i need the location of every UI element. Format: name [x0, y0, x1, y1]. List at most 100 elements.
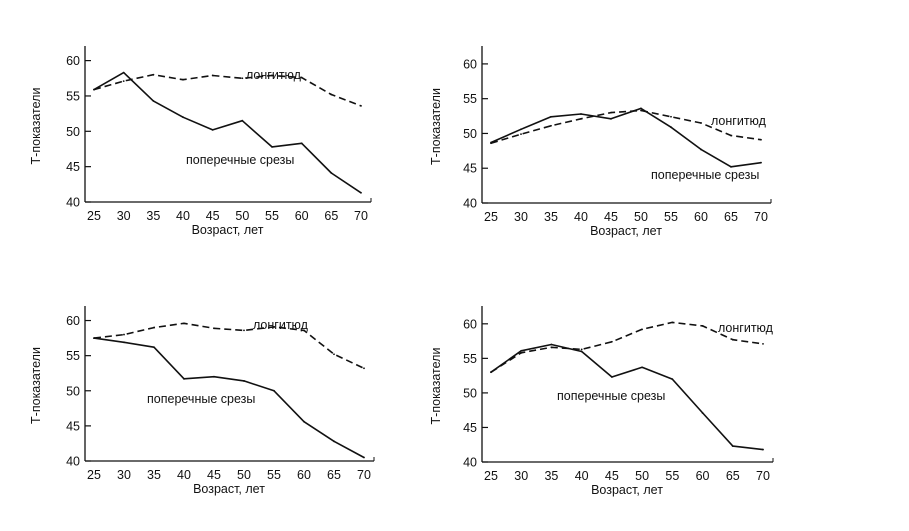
data-point: [520, 128, 522, 131]
data-point: [271, 145, 273, 148]
x-tick-label: 60: [694, 210, 708, 224]
y-tick-label: 45: [66, 419, 80, 433]
data-point: [183, 377, 185, 380]
data-point: [550, 124, 552, 127]
data-point: [671, 321, 674, 324]
y-tick-label: 45: [463, 162, 477, 176]
data-point: [580, 113, 582, 115]
data-point: [122, 71, 125, 74]
data-point: [610, 117, 612, 120]
data-point: [610, 340, 613, 343]
y-tick-label: 45: [66, 160, 80, 174]
y-tick-label: 50: [66, 125, 80, 139]
data-point: [93, 88, 95, 91]
data-point: [760, 161, 762, 164]
data-point: [670, 126, 672, 129]
x-axis-label: Возраст, лет: [193, 482, 265, 496]
data-point: [580, 348, 583, 351]
x-tick-label: 45: [206, 209, 220, 223]
series-label: лонгитюд: [246, 68, 302, 82]
data-point: [330, 93, 333, 96]
data-point: [731, 338, 734, 341]
x-tick-label: 40: [176, 209, 190, 223]
y-tick-label: 50: [463, 386, 477, 400]
data-point: [153, 326, 155, 329]
data-point: [700, 122, 702, 124]
y-tick-label: 40: [463, 456, 477, 470]
series-line-cross-sectional: [490, 107, 762, 168]
data-point: [213, 375, 215, 378]
x-tick-label: 35: [544, 469, 558, 483]
x-tick-label: 25: [484, 469, 498, 483]
data-point: [273, 325, 275, 328]
x-tick-label: 45: [207, 468, 221, 482]
chart-panel-2: 40 45 50 55 60 25 30 35 40 45 50 55 60 65 70 Возраст, л…: [429, 46, 772, 238]
data-point: [123, 341, 125, 344]
series-label: лонгитюд: [711, 114, 767, 128]
y-tick-label: 55: [66, 349, 80, 363]
x-tick-label: 30: [117, 468, 131, 482]
data-point: [93, 337, 95, 339]
data-point: [700, 148, 702, 151]
data-point: [760, 138, 762, 141]
data-point: [300, 76, 303, 79]
x-tick-label: 40: [574, 210, 588, 224]
x-tick-label: 55: [265, 209, 279, 223]
y-axis-label: Т-показатели: [429, 348, 443, 425]
data-point: [243, 380, 245, 382]
series-label: лонгитюд: [253, 318, 309, 332]
data-point: [762, 342, 764, 345]
data-point: [271, 74, 273, 77]
x-tick-label: 30: [117, 209, 131, 223]
data-point: [183, 322, 185, 325]
data-point: [640, 109, 642, 112]
data-point: [671, 378, 674, 380]
data-point: [182, 116, 184, 119]
y-tick-label: 40: [463, 197, 477, 211]
y-tick-label: 45: [463, 421, 477, 435]
series-label: поперечные срезы: [147, 392, 255, 406]
data-point: [730, 165, 732, 168]
data-point: [610, 376, 613, 378]
y-tick-label: 55: [463, 92, 477, 106]
x-tick-label: 30: [514, 210, 528, 224]
data-point: [520, 349, 523, 352]
x-tick-label: 25: [484, 210, 498, 224]
x-axis-label: Возраст, лет: [192, 223, 264, 237]
data-point: [580, 117, 582, 120]
data-point: [213, 327, 215, 330]
y-tick-label: 55: [463, 352, 477, 366]
x-tick-label: 70: [754, 210, 768, 224]
x-tick-label: 50: [635, 469, 649, 483]
data-point: [241, 77, 244, 80]
series-line-cross-sectional: [490, 343, 764, 451]
chart-panel-4: 40 45 50 55 60 25 30 35 40 45 50 55 60 65 70 Возраст, л…: [429, 306, 774, 497]
x-tick-label: 65: [726, 469, 740, 483]
series-label: поперечные срезы: [557, 389, 665, 403]
data-point: [333, 440, 335, 443]
x-tick-label: 70: [357, 468, 371, 482]
data-point: [762, 448, 764, 451]
x-tick-label: 55: [664, 210, 678, 224]
x-tick-label: 45: [605, 469, 619, 483]
data-point: [730, 134, 732, 137]
series-line-longitudinal: [93, 73, 362, 107]
chart-panel-3: 40 45 50 55 60 25 30 35 40 45 50 55 60 65 70 Возраст, л…: [29, 306, 375, 496]
y-tick-label: 55: [66, 89, 80, 103]
data-point: [152, 100, 155, 102]
x-tick-label: 55: [267, 468, 281, 482]
data-point: [641, 366, 644, 369]
data-point: [580, 350, 583, 353]
data-point: [520, 351, 523, 354]
data-point: [303, 329, 305, 332]
x-axis-label: Возраст, лет: [591, 483, 663, 497]
x-tick-label: 65: [324, 209, 338, 223]
x-tick-label: 40: [177, 468, 191, 482]
chart-panel-1: 40 45 50 55 60 25 30 35 40 45 50 55 60 65 70 Возраст, л…: [29, 46, 372, 237]
series-label: поперечные срезы: [186, 153, 294, 167]
y-tick-label: 60: [66, 54, 80, 68]
y-tick-label: 60: [463, 317, 477, 331]
y-tick-label: 40: [66, 196, 80, 210]
